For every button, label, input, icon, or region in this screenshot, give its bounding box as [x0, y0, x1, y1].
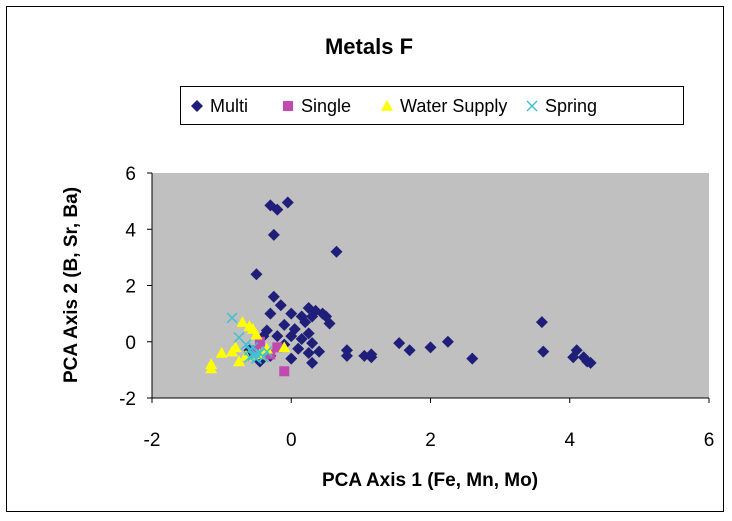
legend [180, 86, 684, 125]
legend-marker-multi [191, 100, 203, 112]
point-multi [285, 330, 298, 343]
point-single [254, 336, 265, 347]
point-spring [247, 341, 259, 353]
point-water-supply [215, 347, 228, 358]
point-multi [302, 327, 315, 340]
point-spring [226, 312, 238, 324]
legend-label-multi: Multi [210, 96, 248, 116]
point-spring [261, 346, 273, 358]
legend-marker-single [283, 101, 293, 111]
point-multi [466, 352, 479, 365]
point-multi [271, 203, 284, 216]
data-points [205, 196, 597, 377]
point-spring [240, 339, 252, 351]
legend-label-water-supply: Water Supply [400, 96, 507, 116]
point-water-supply [278, 341, 291, 353]
point-spring [243, 351, 256, 363]
point-multi [365, 351, 378, 364]
point-multi [584, 356, 597, 369]
chart-title: Metals F [325, 34, 413, 59]
point-multi [295, 332, 308, 345]
y-tick-label: 6 [125, 164, 136, 185]
point-multi [306, 356, 319, 369]
point-water-supply [205, 358, 218, 370]
point-water-supply [250, 328, 263, 340]
point-single [272, 342, 283, 353]
point-multi [267, 228, 280, 241]
point-multi [323, 317, 336, 330]
point-multi [271, 330, 284, 343]
x-axis-title: PCA Axis 1 (Fe, Mn, Mo) [322, 470, 538, 491]
point-multi [537, 345, 550, 358]
y-tick-label: 2 [125, 277, 136, 298]
point-multi [330, 245, 343, 258]
x-tick-label: 6 [704, 430, 715, 451]
point-multi [340, 349, 353, 362]
point-multi [274, 299, 287, 312]
x-tick-label: 2 [425, 430, 436, 451]
point-multi [285, 307, 298, 320]
y-tick-label: -2 [119, 389, 136, 410]
point-spring [257, 351, 269, 363]
y-tick-label: 0 [125, 333, 136, 354]
point-multi [313, 345, 326, 358]
point-multi [250, 268, 263, 281]
point-water-supply [233, 355, 246, 367]
point-multi [302, 347, 315, 359]
y-axis-title: PCA Axis 2 (B, Sr, Ba) [61, 187, 82, 383]
point-multi [535, 316, 548, 329]
point-multi [292, 342, 305, 355]
point-multi [424, 341, 437, 354]
point-multi [403, 344, 416, 357]
point-multi [299, 316, 312, 329]
legend-label-spring: Spring [545, 96, 597, 116]
x-tick-label: 0 [286, 430, 297, 451]
point-multi [393, 337, 406, 350]
axis-ticks: -2 0 2 4 6 -2 0 2 4 6 [119, 164, 714, 451]
point-single [279, 366, 290, 377]
legend-label-single: Single [301, 96, 351, 116]
point-multi [281, 196, 294, 209]
point-spring [250, 353, 262, 365]
point-multi [306, 310, 319, 323]
point-multi [285, 352, 298, 365]
point-multi [267, 290, 280, 303]
point-multi [278, 318, 291, 331]
point-water-supply [260, 342, 273, 354]
legend-items: Multi Single Water Supply Spring [191, 96, 597, 116]
legend-marker-water-supply [381, 100, 393, 111]
point-multi [570, 344, 583, 357]
x-tick-label: 4 [564, 430, 575, 451]
point-multi [306, 337, 319, 350]
point-water-supply [236, 316, 249, 327]
legend-marker-spring [526, 100, 538, 112]
point-spring [250, 348, 262, 360]
point-multi [264, 307, 277, 320]
x-tick-label: -2 [144, 430, 161, 451]
point-multi [441, 335, 454, 348]
y-tick-label: 4 [125, 220, 136, 241]
point-water-supply [229, 341, 242, 353]
